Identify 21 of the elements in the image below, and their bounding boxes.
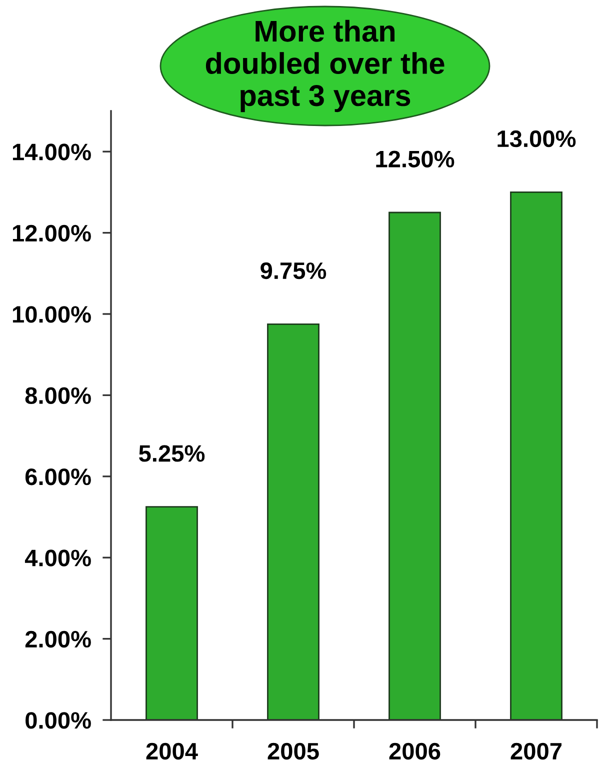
data-label: 9.75%	[260, 262, 326, 280]
y-tick-label: 10.00%	[12, 306, 91, 323]
y-tick-label: 4.00%	[24, 550, 91, 566]
y-tick-label: 14.00%	[12, 144, 91, 160]
y-tick-label: 0.00%	[26, 712, 91, 729]
bar	[267, 323, 320, 720]
bar	[388, 212, 441, 720]
x-tick-label: 2007	[510, 742, 562, 760]
y-tick-label: 6.00%	[25, 468, 91, 486]
x-tick-label: 2005	[268, 742, 319, 760]
data-label: 12.50%	[376, 150, 454, 168]
y-tick-label: 12.00%	[12, 224, 91, 242]
x-tick-label: 2004	[146, 742, 198, 760]
x-tick-label: 2006	[389, 742, 440, 760]
data-label: 13.00%	[498, 130, 576, 148]
y-tick-label: 8.00%	[25, 387, 91, 404]
bar	[146, 506, 198, 720]
annotation: More than doubled over the past 3 years	[206, 20, 444, 112]
bar	[510, 192, 562, 720]
data-label: 5.25%	[139, 445, 205, 462]
y-tick-label: 2.00%	[25, 630, 91, 648]
